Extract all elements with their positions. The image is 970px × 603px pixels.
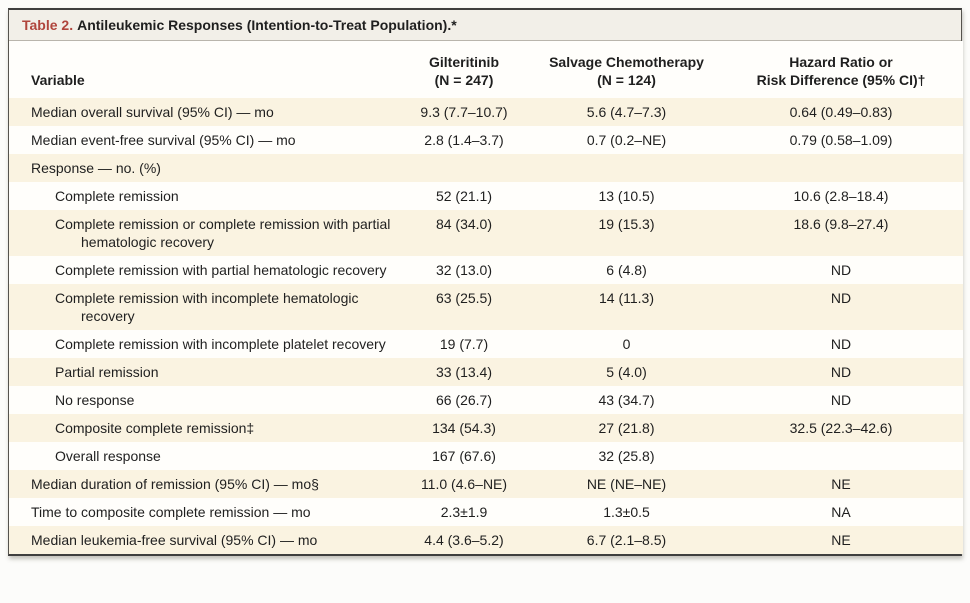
row-variable-label: Median overall survival (95% CI) — mo <box>31 104 274 120</box>
table-row: Median duration of remission (95% CI) — … <box>9 470 963 498</box>
table-row: Complete remission or complete remission… <box>9 210 963 256</box>
row-gilteritinib-value: 2.8 (1.4–3.7) <box>424 132 504 148</box>
row-hazard-ratio-value: ND <box>830 336 852 352</box>
row-gilteritinib-value: 32 (13.0) <box>435 262 493 278</box>
table-row: Complete remission with incomplete hemat… <box>9 284 963 330</box>
col-header-hazard-ratio: Hazard Ratio or Risk Difference (95% CI)… <box>719 41 963 98</box>
col-header-hazard-line2: Risk Difference (95% CI)† <box>756 72 926 88</box>
col-header-hazard-line1: Hazard Ratio or <box>789 54 893 70</box>
row-hazard-ratio-value <box>719 154 963 182</box>
table-row: Median overall survival (95% CI) — mo 9.3… <box>9 98 963 126</box>
row-hazard-ratio-value: NA <box>831 504 851 520</box>
row-variable-label: Median leukemia-free survival (95% CI) —… <box>31 532 318 548</box>
row-hazard-ratio-value: 18.6 (9.8–27.4) <box>793 216 889 232</box>
row-hazard-ratio-value: 0.79 (0.58–1.09) <box>789 132 893 148</box>
row-hazard-ratio-value: 0.64 (0.49–0.83) <box>789 104 893 120</box>
row-gilteritinib-value <box>394 154 534 182</box>
row-hazard-ratio-value: 32.5 (22.3–42.6) <box>789 420 893 436</box>
row-gilteritinib-value: 9.3 (7.7–10.7) <box>420 104 508 120</box>
row-variable-label: Overall response <box>55 448 161 464</box>
row-salvage-chemotherapy-value: 13 (10.5) <box>598 188 655 204</box>
row-hazard-ratio-value: 10.6 (2.8–18.4) <box>793 188 889 204</box>
table-row: Time to composite complete remission — m… <box>9 498 963 526</box>
row-gilteritinib-value: 33 (13.4) <box>435 364 493 380</box>
row-gilteritinib-value: 66 (26.7) <box>435 392 493 408</box>
row-gilteritinib-value: 63 (25.5) <box>435 290 493 306</box>
antileukemic-responses-table: Variable Gilteritinib (N = 247) Salvage … <box>9 41 963 554</box>
table-title: Table 2. Antileukemic Responses (Intentio… <box>9 10 961 41</box>
row-gilteritinib-value: 11.0 (4.6–NE) <box>420 476 508 492</box>
row-variable-label: Median event-free survival (95% CI) — mo <box>31 132 296 148</box>
row-gilteritinib-value: 84 (34.0) <box>435 216 493 232</box>
row-variable-label: Complete remission with incomplete plate… <box>55 336 386 352</box>
table-number-label: Table 2. <box>22 17 74 33</box>
row-salvage-chemotherapy-value: 6 (4.8) <box>606 262 647 278</box>
row-variable-label: Response — no. (%) <box>31 160 161 176</box>
row-salvage-chemotherapy-value: 1.3±0.5 <box>603 504 650 520</box>
row-salvage-chemotherapy-value <box>534 154 719 182</box>
row-variable-label: Complete remission with incomplete hemat… <box>55 290 359 324</box>
row-gilteritinib-value: 2.3±1.9 <box>440 504 488 520</box>
row-gilteritinib-value: 19 (7.7) <box>439 336 489 352</box>
table-row: Composite complete remission‡ 134 (54.3) 2… <box>9 414 963 442</box>
col-header-variable: Variable <box>9 41 394 98</box>
row-hazard-ratio-value: ND <box>830 392 852 408</box>
table-row: Complete remission 52 (21.1) 13 (10.5) 10.6… <box>9 182 963 210</box>
row-hazard-ratio-value <box>719 442 963 470</box>
row-salvage-chemotherapy-value: 43 (34.7) <box>598 392 655 408</box>
table-row: No response 66 (26.7) 43 (34.7) ND <box>9 386 963 414</box>
row-gilteritinib-value: 134 (54.3) <box>432 420 496 436</box>
table-row: Median event-free survival (95% CI) — mo… <box>9 126 963 154</box>
table-row: Partial remission 33 (13.4) 5 (4.0) ND <box>9 358 963 386</box>
row-gilteritinib-value: 167 (67.6) <box>432 448 496 464</box>
col-header-salvage-name: Salvage Chemotherapy <box>549 54 704 70</box>
table2-card: Table 2. Antileukemic Responses (Intentio… <box>8 8 963 556</box>
row-variable-label: Time to composite complete remission — m… <box>31 504 311 520</box>
row-variable-label: Complete remission or complete remission… <box>55 216 391 250</box>
row-variable-label: Median duration of remission (95% CI) — … <box>31 476 319 492</box>
row-hazard-ratio-value: NE <box>831 476 851 492</box>
row-gilteritinib-value: 52 (21.1) <box>435 188 493 204</box>
row-variable-label: Partial remission <box>55 364 159 380</box>
row-hazard-ratio-value: ND <box>830 290 852 306</box>
row-hazard-ratio-value: ND <box>830 364 852 380</box>
table-row: Overall response 167 (67.6) 32 (25.8) <box>9 442 963 470</box>
row-salvage-chemotherapy-value: 0 <box>622 336 631 352</box>
col-header-salvage-n: (N = 124) <box>597 72 656 88</box>
row-salvage-chemotherapy-value: 19 (15.3) <box>598 216 655 232</box>
row-variable-label: Composite complete remission‡ <box>55 420 255 436</box>
row-salvage-chemotherapy-value: 6.7 (2.1–8.5) <box>586 532 667 548</box>
row-salvage-chemotherapy-value: 5.6 (4.7–7.3) <box>586 104 667 120</box>
table-row: Response — no. (%) <box>9 154 963 182</box>
row-salvage-chemotherapy-value: 32 (25.8) <box>598 448 655 464</box>
row-hazard-ratio-value: ND <box>830 262 852 278</box>
col-header-gilteritinib-n: (N = 247) <box>434 72 494 88</box>
col-header-gilteritinib-name: Gilteritinib <box>429 54 499 70</box>
row-salvage-chemotherapy-value: NE (NE–NE) <box>586 476 667 492</box>
table-row: Complete remission with partial hematolo… <box>9 256 963 284</box>
col-header-gilteritinib: Gilteritinib (N = 247) <box>394 41 534 98</box>
table-row: Median leukemia-free survival (95% CI) —… <box>9 526 963 554</box>
col-header-salvage-chemotherapy: Salvage Chemotherapy (N = 124) <box>534 41 719 98</box>
row-salvage-chemotherapy-value: 0.7 (0.2–NE) <box>586 132 667 148</box>
row-variable-label: Complete remission with partial hematolo… <box>55 262 387 278</box>
header-row: Variable Gilteritinib (N = 247) Salvage … <box>9 41 963 98</box>
table-title-text: Antileukemic Responses (Intention-to-Tre… <box>77 17 457 33</box>
table-row: Complete remission with incomplete plate… <box>9 330 963 358</box>
row-gilteritinib-value: 4.4 (3.6–5.2) <box>424 532 504 548</box>
row-salvage-chemotherapy-value: 27 (21.8) <box>598 420 655 436</box>
row-variable-label: Complete remission <box>55 188 179 204</box>
row-hazard-ratio-value: NE <box>831 532 851 548</box>
row-variable-label: No response <box>55 392 135 408</box>
row-salvage-chemotherapy-value: 14 (11.3) <box>599 290 654 306</box>
table-body: Median overall survival (95% CI) — mo 9.3… <box>9 98 963 554</box>
row-salvage-chemotherapy-value: 5 (4.0) <box>606 364 647 380</box>
